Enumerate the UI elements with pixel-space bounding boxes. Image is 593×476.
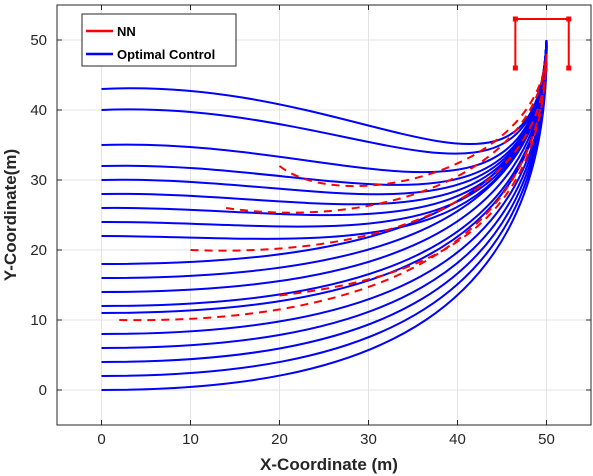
nn-trajectory: [278, 53, 548, 187]
plot-area-border: [56, 4, 592, 426]
trajectories: [101, 39, 548, 391]
nn-trajectory: [225, 53, 548, 214]
optimal-control-trajectory: [101, 39, 548, 146]
target-bracket: [514, 18, 570, 68]
optimal-control-trajectory: [101, 39, 548, 293]
optimal-control-trajectory: [101, 39, 548, 174]
nn-trajectory: [279, 53, 548, 297]
y-axis-label: Y-Coordinate(m): [1, 149, 20, 281]
target-corner-marker: [512, 16, 518, 22]
y-tick-label: 40: [30, 102, 47, 119]
x-tick-label: 10: [182, 431, 199, 448]
nn-trajectory: [190, 53, 548, 252]
optimal-control-trajectory: [101, 39, 548, 377]
optimal-control-trajectory: [101, 39, 548, 391]
y-tick-label: 10: [30, 312, 47, 329]
x-tick-label: 0: [97, 431, 105, 448]
y-tick-label: 50: [30, 32, 47, 49]
y-tick-label: 30: [30, 172, 47, 189]
legend-box: [81, 13, 237, 67]
legend: NN Optimal Control: [81, 13, 237, 67]
x-tick-label: 50: [538, 431, 555, 448]
y-tick-label: 0: [39, 382, 47, 399]
target-corner-marker: [566, 65, 572, 71]
x-axis-label: X-Coordinate (m): [260, 455, 398, 474]
x-tick-label: 20: [271, 431, 288, 448]
target-marker: [512, 16, 572, 71]
target-corner-marker: [566, 16, 572, 22]
y-tick-label: 20: [30, 242, 47, 259]
legend-label-nn: NN: [117, 24, 136, 39]
axis-ticks: 0 10 20 30 40 50 0 10 20 30 40 50: [30, 5, 591, 448]
target-corner-marker: [512, 65, 518, 71]
x-tick-label: 30: [360, 431, 377, 448]
optimal-control-trajectory: [101, 39, 548, 363]
legend-label-optimal-control: Optimal Control: [117, 47, 215, 62]
optimal-control-trajectory: [101, 39, 548, 349]
x-tick-label: 40: [449, 431, 466, 448]
